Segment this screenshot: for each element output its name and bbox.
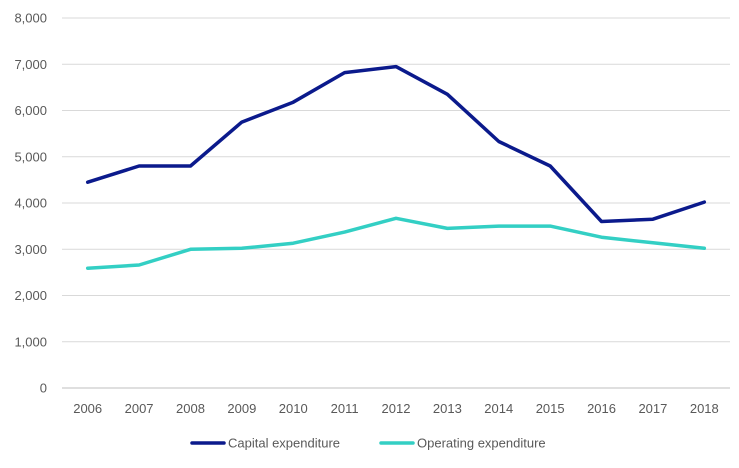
y-tick-label: 2,000 (14, 288, 47, 303)
y-tick-label: 8,000 (14, 11, 47, 26)
x-tick-label: 2014 (484, 401, 513, 416)
y-tick-label: 5,000 (14, 149, 47, 164)
x-tick-label: 2015 (536, 401, 565, 416)
x-tick-label: 2010 (279, 401, 308, 416)
x-tick-label: 2017 (638, 401, 667, 416)
legend-label: Capital expenditure (228, 436, 340, 451)
legend: Capital expenditure Operating expenditure (190, 436, 546, 451)
x-tick-label: 2012 (382, 401, 411, 416)
x-tick-label: 2011 (331, 401, 359, 416)
legend-label: Operating expenditure (417, 436, 546, 451)
x-tick-label: 2018 (690, 401, 719, 416)
y-tick-label: 4,000 (14, 196, 47, 211)
x-tick-label: 2016 (587, 401, 616, 416)
y-tick-label: 7,000 (14, 57, 47, 72)
x-tick-label: 2007 (125, 401, 154, 416)
y-tick-label: 1,000 (14, 334, 47, 349)
x-tick-label: 2006 (73, 401, 102, 416)
x-axis-ticks: 2006 2007 2008 2009 2010 2011 2012 2013 2014 2015… (73, 401, 719, 416)
series-line-operating-expenditure (85, 216, 707, 270)
x-tick-label: 2013 (433, 401, 462, 416)
x-tick-label: 2009 (227, 401, 256, 416)
y-tick-label: 3,000 (14, 242, 47, 257)
y-tick-label: 0 (40, 381, 47, 396)
y-tick-label: 6,000 (14, 103, 47, 118)
gridlines (62, 17, 730, 389)
series-line-capital-expenditure (85, 64, 707, 224)
x-tick-label: 2008 (176, 401, 205, 416)
y-axis-ticks: 0 1,000 2,000 3,000 4,000 5,000 6,000 7,000 8,00… (14, 11, 47, 396)
series-lines (85, 64, 707, 270)
